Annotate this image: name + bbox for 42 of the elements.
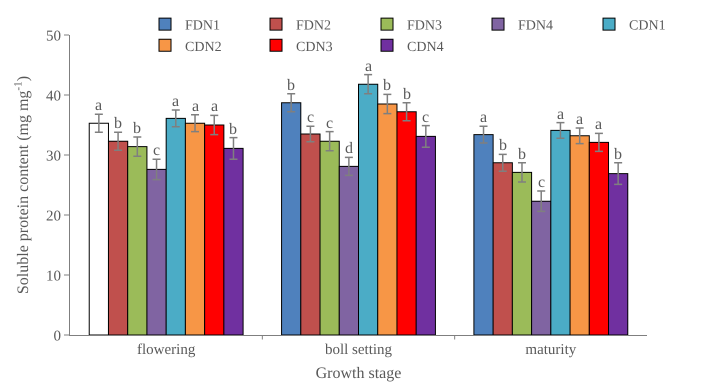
data-label: a [211, 98, 218, 115]
data-label: b [383, 77, 391, 94]
data-label: c [153, 142, 160, 159]
data-label: c [422, 109, 430, 126]
data-label: c [326, 115, 334, 132]
data-label: b [403, 86, 411, 103]
legend-label: CDN4 [407, 40, 444, 55]
legend-label: CDN1 [629, 18, 666, 34]
y-tick-label: 30 [46, 148, 61, 164]
legend-label: FDN2 [296, 18, 332, 34]
legend-label: CDN2 [185, 40, 222, 55]
data-label: a [557, 106, 564, 123]
data-label: a [576, 111, 584, 128]
data-label: b [287, 77, 295, 94]
y-tick-label: 50 [46, 28, 61, 44]
legend-label: FDN3 [407, 18, 442, 34]
y-tick-label: 0 [54, 328, 61, 344]
data-label: d [345, 140, 353, 157]
data-label: a [595, 116, 602, 133]
x-tick-label: maturity [525, 342, 577, 358]
data-label: b [133, 120, 141, 137]
legend-label: FDN1 [185, 18, 220, 34]
y-tick-label: 10 [46, 268, 61, 284]
data-label: c [307, 109, 314, 126]
x-tick-label: boll setting [324, 342, 393, 358]
data-label: a [480, 109, 488, 126]
legend-label: CDN3 [296, 40, 333, 55]
data-label: b [518, 146, 526, 163]
data-label: c [538, 174, 546, 191]
legend-label: FDN4 [518, 18, 554, 34]
data-label: b [114, 115, 122, 132]
data-label: b [229, 121, 237, 138]
data-label: a [95, 97, 102, 114]
y-tick-label: 40 [46, 88, 61, 104]
y-tick-label: 20 [46, 208, 61, 224]
data-label: a [172, 93, 180, 110]
x-axis-title: Growth stage [316, 365, 402, 382]
data-label: b [499, 137, 507, 154]
x-tick-label: flowering [137, 342, 196, 358]
data-label: a [192, 98, 200, 115]
data-label: b [614, 146, 622, 163]
data-label: a [365, 58, 372, 75]
